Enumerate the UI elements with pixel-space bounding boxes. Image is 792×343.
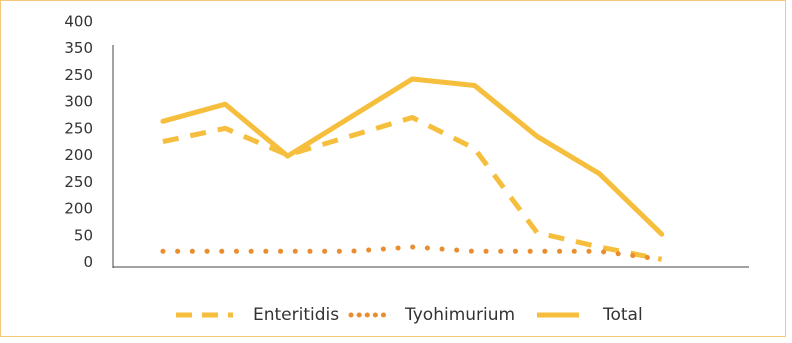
y-tick-label: 0 [83, 253, 93, 271]
line-chart: 0 50 200 250 200 250 300 250 350 400 Enteritidis … [64, 12, 749, 325]
legend: Enteritidis Tyohimurium Total [176, 305, 643, 325]
series-line-enteritidis [162, 115, 663, 262]
axes [112, 45, 749, 268]
y-tick-label: 200 [64, 200, 93, 218]
y-tick-label: 250 [64, 66, 93, 84]
y-tick-labels: 0 50 200 250 200 250 300 250 350 400 [64, 12, 93, 271]
y-tick-label: 350 [64, 39, 93, 57]
legend-item-enteritidis: Enteritidis [176, 305, 339, 325]
legend-label-enteritidis: Enteritidis [253, 305, 339, 325]
legend-label-total: Total [602, 305, 643, 325]
series-line-total [160, 76, 665, 237]
y-tick-label: 50 [74, 226, 93, 244]
y-tick-label: 250 [64, 173, 93, 191]
legend-item-total: Total [537, 305, 643, 325]
legend-label-tyohimurium: Tyohimurium [404, 305, 515, 325]
chart-frame: 0 50 200 250 200 250 300 250 350 400 Enteritidis … [0, 0, 786, 337]
y-tick-label: 300 [64, 93, 93, 111]
series-line-tyohimurium [160, 244, 665, 262]
y-tick-label: 250 [64, 119, 93, 137]
legend-item-tyohimurium: Tyohimurium [348, 305, 515, 325]
series-layer [160, 76, 665, 262]
y-tick-label: 200 [64, 146, 93, 164]
y-tick-label: 400 [64, 12, 93, 30]
